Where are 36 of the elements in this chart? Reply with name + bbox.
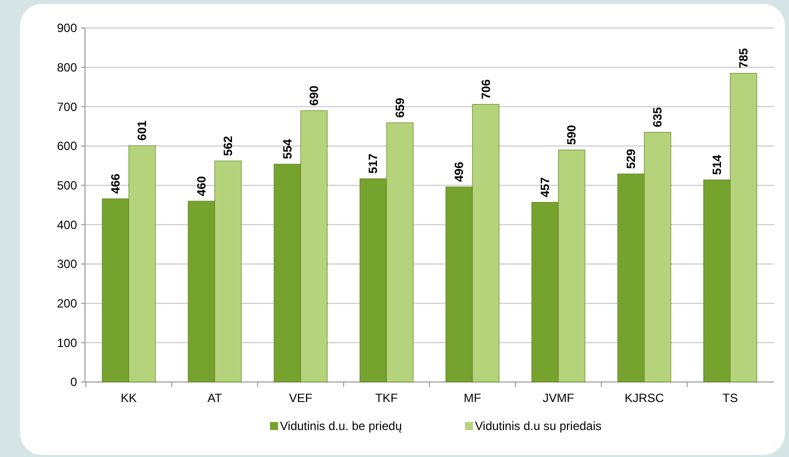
- x-tick-label: VEF: [288, 391, 312, 405]
- y-tick-label: 500: [56, 178, 78, 193]
- x-tick-label: TKF: [375, 391, 398, 405]
- data-label: 460: [194, 176, 208, 196]
- data-label: 554: [280, 138, 294, 160]
- data-label: 706: [478, 78, 493, 100]
- data-label: 590: [564, 124, 579, 145]
- y-tick-label: 200: [56, 296, 78, 311]
- data-label: 457: [538, 176, 552, 198]
- legend-label: Vidutinis d.u su priedais: [475, 419, 602, 433]
- legend-label: Vidutinis d.u. be priedų: [280, 419, 402, 433]
- y-tick-label: 600: [56, 139, 78, 154]
- data-label: 601: [135, 120, 150, 141]
- data-label: 466: [108, 173, 122, 194]
- data-label: 496: [452, 162, 466, 182]
- data-label: 690: [306, 85, 321, 106]
- data-label: 529: [624, 148, 638, 169]
- y-tick-label: 100: [56, 336, 78, 350]
- x-tick-label: TS: [722, 391, 738, 405]
- y-tick-label: 300: [56, 257, 78, 272]
- data-label: 517: [366, 153, 380, 174]
- data-label: 514: [710, 154, 724, 175]
- data-label: 785: [736, 48, 750, 68]
- x-tick-label: JVMF: [542, 391, 574, 405]
- y-tick-label: 400: [56, 218, 78, 232]
- y-tick-label: 0: [70, 375, 78, 390]
- data-label: 659: [392, 97, 407, 118]
- x-tick-label: KK: [120, 391, 137, 405]
- y-tick-label: 800: [56, 60, 78, 75]
- data-label: 562: [221, 136, 236, 156]
- data-label: 635: [650, 106, 665, 128]
- x-tick-label: MF: [464, 391, 482, 405]
- x-tick-label: AT: [208, 391, 223, 405]
- y-tick-label: 900: [56, 21, 78, 36]
- x-tick-label: KJRSC: [624, 391, 664, 405]
- y-tick-label: 700: [56, 100, 78, 114]
